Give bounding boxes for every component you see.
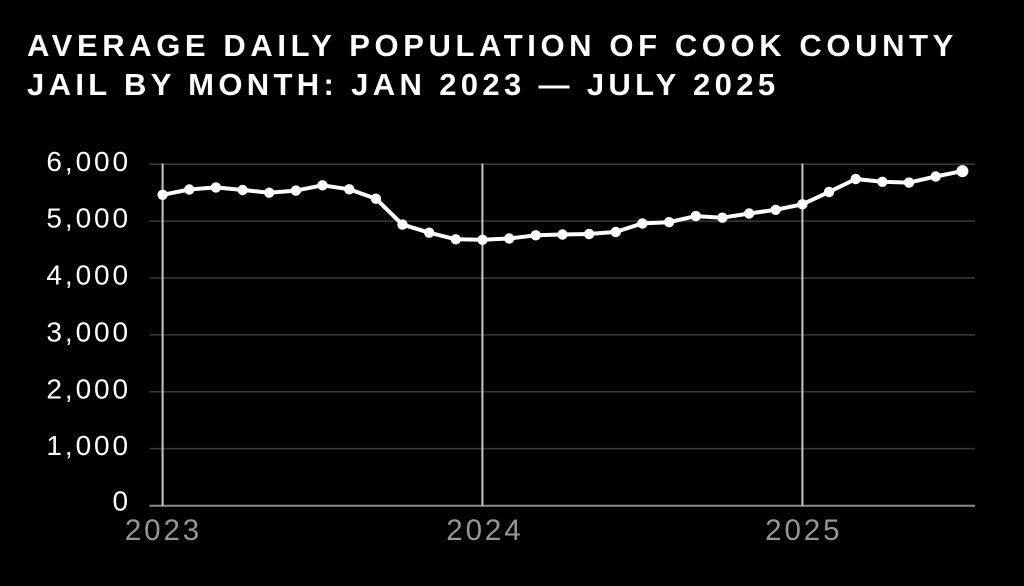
svg-text:5,000: 5,000 xyxy=(46,203,131,234)
svg-text:2024: 2024 xyxy=(446,514,523,547)
svg-text:4,000: 4,000 xyxy=(46,260,131,291)
svg-text:2023: 2023 xyxy=(125,514,202,547)
svg-text:0: 0 xyxy=(113,485,131,516)
svg-text:AVERAGE DAILY POPULATION OF CO: AVERAGE DAILY POPULATION OF COOK COUNTY xyxy=(27,28,958,63)
svg-text:6,000: 6,000 xyxy=(46,146,131,177)
svg-text:JAIL BY MONTH: JAN 2023 — JULY: JAIL BY MONTH: JAN 2023 — JULY 2025 xyxy=(27,67,779,102)
svg-text:3,000: 3,000 xyxy=(46,317,131,348)
svg-text:2,000: 2,000 xyxy=(46,373,131,404)
svg-text:1,000: 1,000 xyxy=(46,430,131,461)
svg-text:2025: 2025 xyxy=(765,514,842,547)
